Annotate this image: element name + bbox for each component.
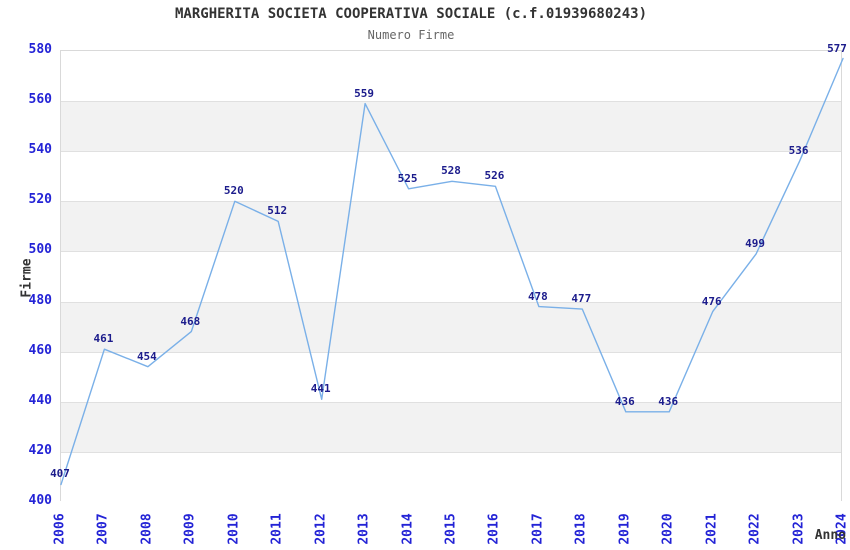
y-tick-label: 560 xyxy=(28,92,52,108)
plot-area xyxy=(60,50,844,502)
point-value-label: 441 xyxy=(310,382,331,396)
x-tick-label: 2012 xyxy=(313,513,329,545)
plot-band xyxy=(61,401,841,452)
x-tick-label: 2019 xyxy=(617,513,633,545)
plot-band xyxy=(61,351,841,402)
gridline xyxy=(61,451,841,453)
gridline xyxy=(61,351,841,353)
y-tick-label: 420 xyxy=(28,442,52,458)
x-tick-label: 2017 xyxy=(530,513,546,545)
y-tick-label: 540 xyxy=(28,142,52,158)
line-series xyxy=(60,57,844,486)
x-tick-label: 2006 xyxy=(52,513,68,545)
line-series-svg xyxy=(60,57,844,486)
point-value-label: 577 xyxy=(827,41,847,55)
point-value-label: 525 xyxy=(397,171,418,185)
x-tick-label: 2023 xyxy=(791,513,807,545)
point-value-label: 436 xyxy=(658,394,679,408)
x-tick-label: 2009 xyxy=(182,513,198,545)
x-tick-label: 2020 xyxy=(660,513,676,545)
plot-band xyxy=(61,251,841,302)
y-tick-label: 520 xyxy=(28,192,52,208)
x-tick-label: 2021 xyxy=(704,513,720,545)
point-value-label: 520 xyxy=(223,184,244,198)
point-value-label: 536 xyxy=(788,144,809,158)
gridline xyxy=(61,301,841,303)
point-value-label: 559 xyxy=(354,86,375,100)
gridline xyxy=(61,201,841,203)
x-axis-title: Anno xyxy=(814,528,846,543)
y-tick-label: 440 xyxy=(28,392,52,408)
chart-subtitle: Numero Firme xyxy=(367,28,455,42)
y-tick-label: 480 xyxy=(28,292,52,308)
x-tick-label: 2007 xyxy=(95,513,111,545)
plot-band xyxy=(61,301,841,352)
point-value-label: 468 xyxy=(180,314,201,328)
x-tick-label: 2022 xyxy=(747,513,763,545)
point-value-label: 477 xyxy=(571,292,592,306)
plot-band xyxy=(61,101,841,152)
gridline xyxy=(61,151,841,153)
x-tick-label: 2016 xyxy=(486,513,502,545)
chart-title: MARGHERITA SOCIETA COOPERATIVA SOCIALE (… xyxy=(174,6,647,22)
y-tick-label: 580 xyxy=(28,42,52,57)
x-tick-label: 2011 xyxy=(269,513,285,545)
y-tick-label: 400 xyxy=(28,493,52,508)
y-tick-label: 460 xyxy=(28,342,52,358)
point-value-label: 528 xyxy=(441,164,461,178)
point-value-label: 454 xyxy=(136,349,157,363)
point-value-label: 512 xyxy=(267,204,288,218)
gridline xyxy=(61,101,841,103)
y-tick-label: 500 xyxy=(28,242,52,258)
point-value-label: 499 xyxy=(745,236,766,250)
x-tick-label: 2015 xyxy=(443,513,459,545)
x-tick-label: 2013 xyxy=(356,513,372,545)
gridline xyxy=(61,251,841,253)
point-value-label: 407 xyxy=(50,467,70,481)
point-value-label: 478 xyxy=(527,289,548,303)
x-tick-label: 2014 xyxy=(400,513,416,545)
gridline xyxy=(61,401,841,403)
plot-band xyxy=(61,151,841,202)
plot-band xyxy=(61,51,841,102)
x-tick-label: 2018 xyxy=(573,513,589,545)
point-value-label: 436 xyxy=(614,394,635,408)
plot-band xyxy=(61,201,841,252)
x-tick-label: 2008 xyxy=(139,513,155,545)
point-value-label: 476 xyxy=(701,294,722,308)
x-tick-label: 2010 xyxy=(226,513,242,545)
point-value-label: 526 xyxy=(484,169,505,183)
plot-band xyxy=(61,451,841,502)
point-value-label: 461 xyxy=(93,332,114,346)
